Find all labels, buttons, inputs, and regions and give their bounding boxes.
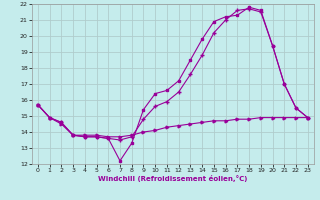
X-axis label: Windchill (Refroidissement éolien,°C): Windchill (Refroidissement éolien,°C) [98, 175, 247, 182]
